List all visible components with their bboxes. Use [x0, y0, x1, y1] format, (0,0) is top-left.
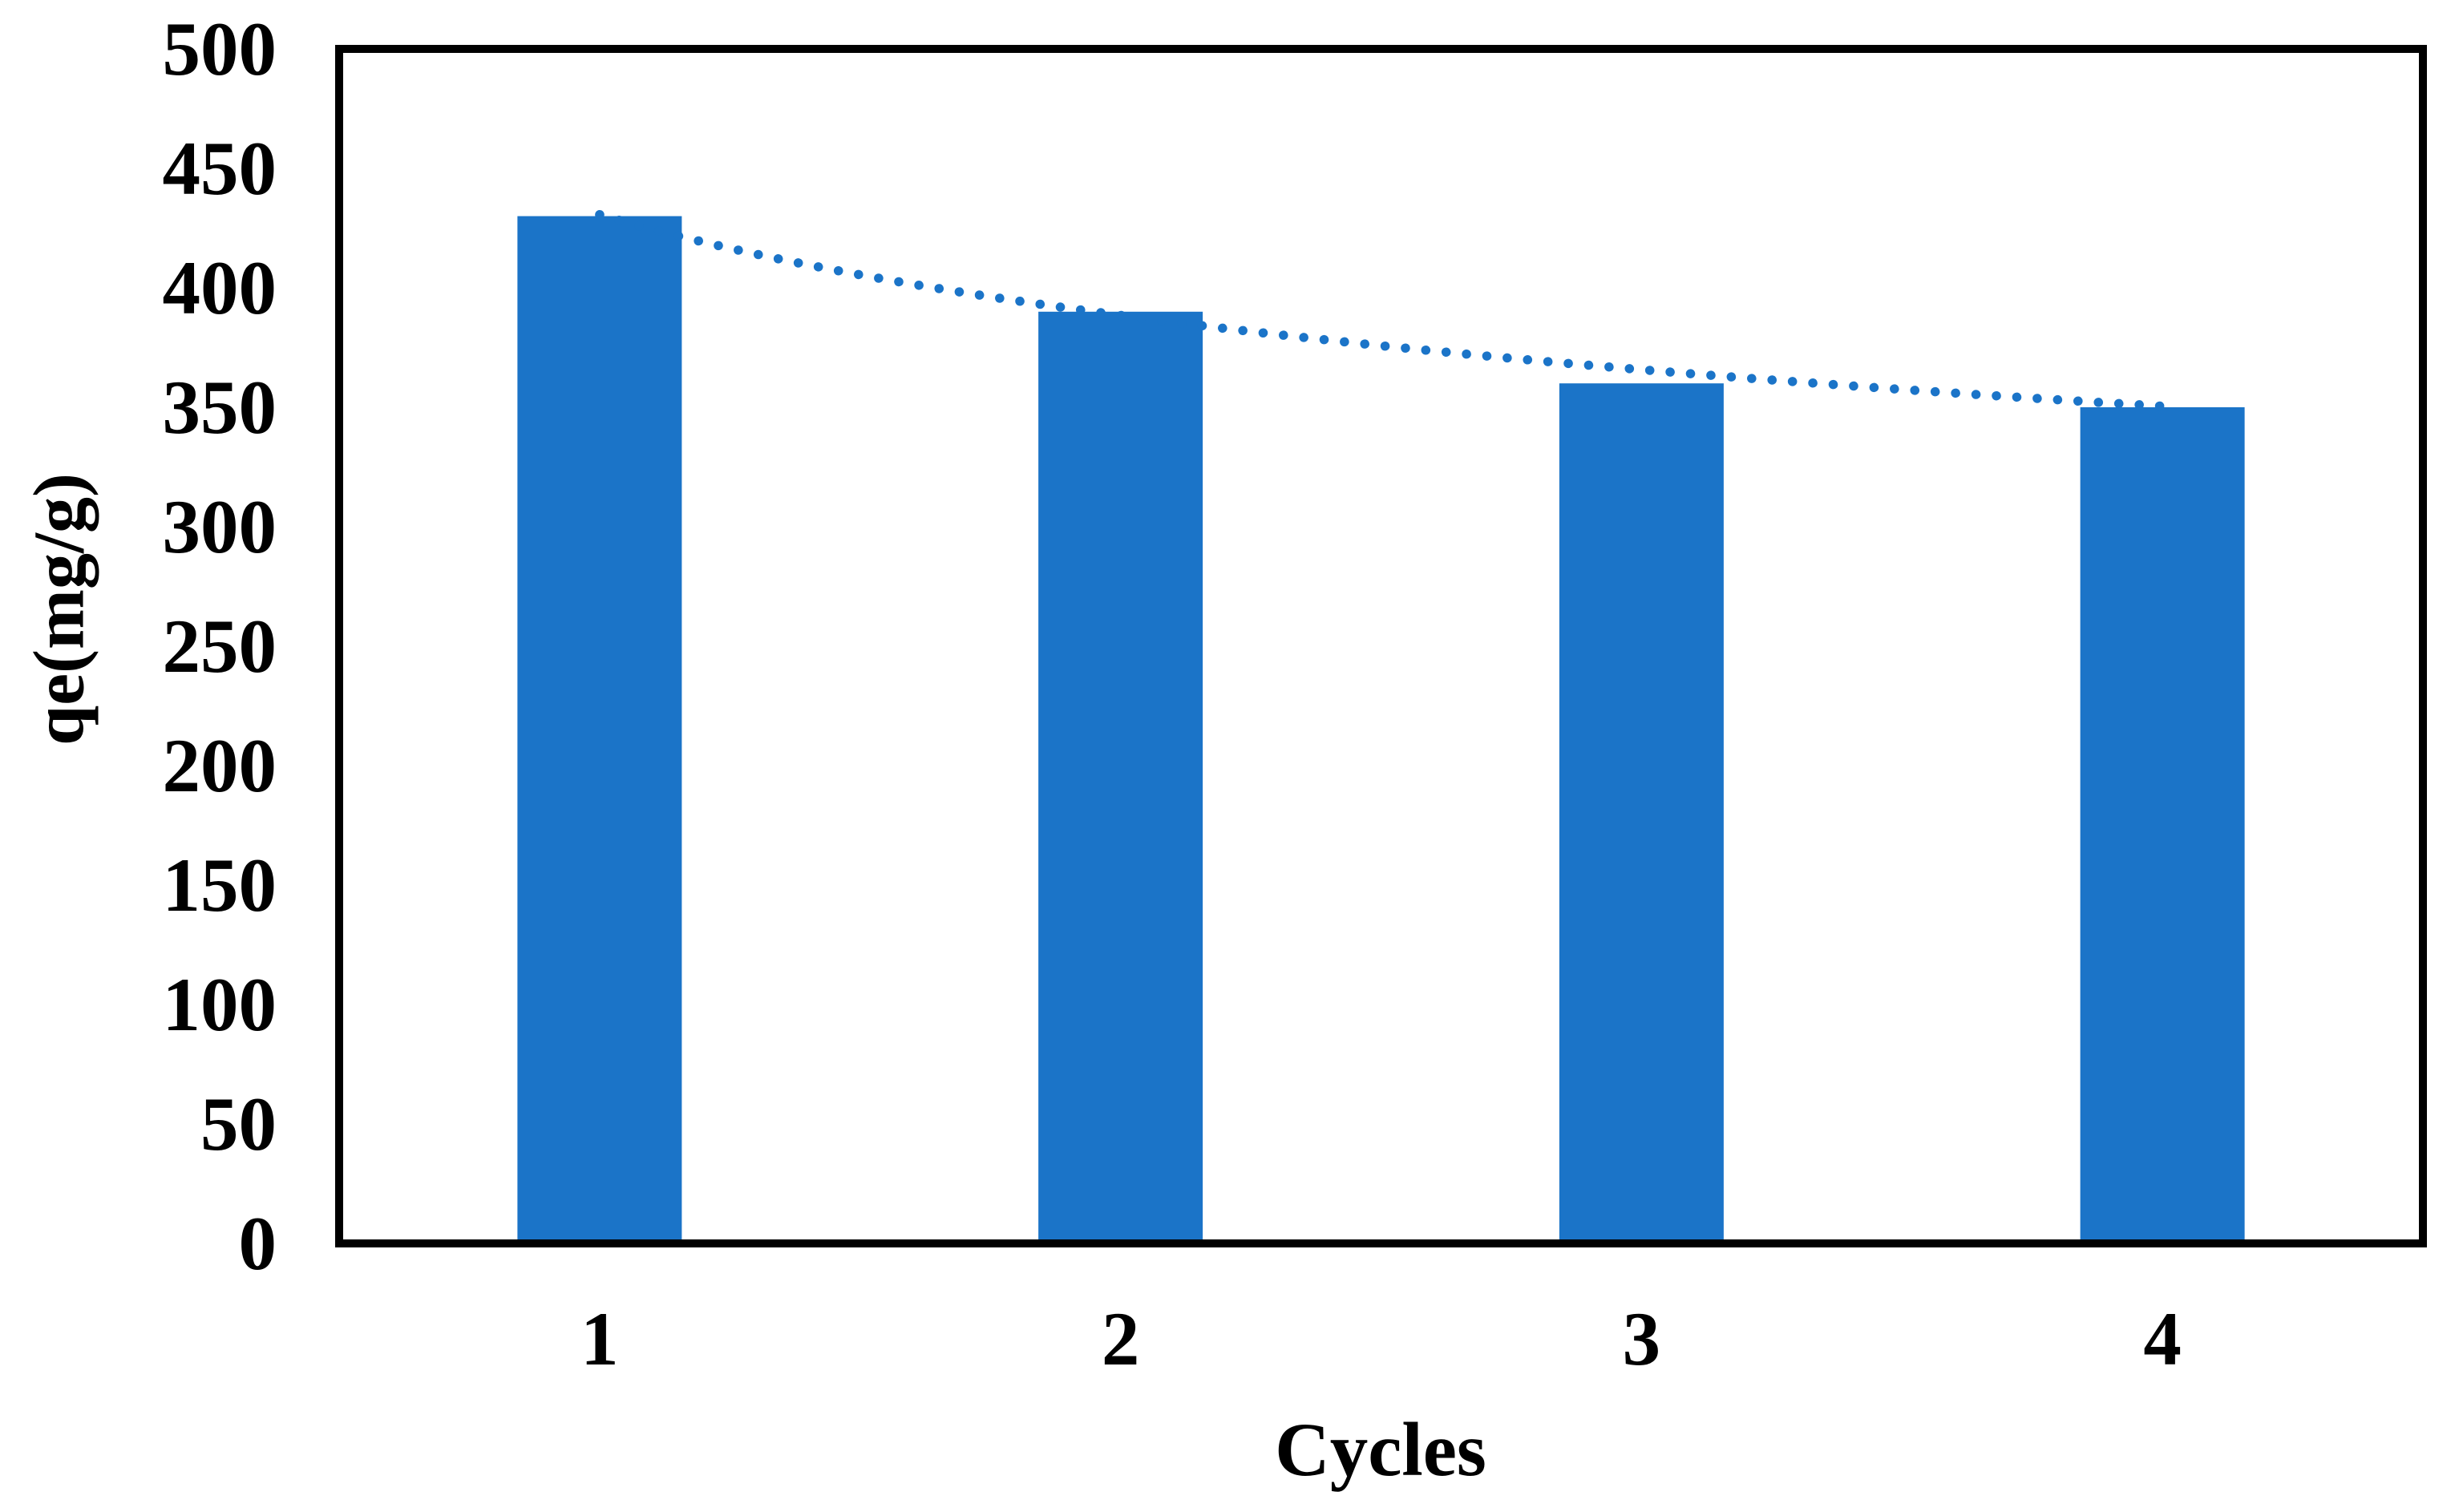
y-tick-label: 0 [239, 1201, 277, 1286]
y-tick-label: 450 [163, 126, 277, 211]
plot-border [335, 45, 2427, 1247]
x-tick-label: 1 [580, 1296, 619, 1381]
y-tick-label: 150 [163, 843, 277, 928]
y-tick-label: 250 [163, 604, 277, 689]
y-tick-label: 100 [163, 962, 277, 1047]
x-tick-label: 3 [1623, 1296, 1661, 1381]
bar [1038, 311, 1203, 1243]
bar [517, 216, 682, 1244]
trendline [595, 210, 2167, 411]
y-tick-label: 400 [163, 245, 277, 330]
y-tick-label: 200 [163, 723, 277, 808]
x-axis-title: Cycles [1275, 1407, 1486, 1492]
x-tick-label: 4 [2143, 1296, 2182, 1381]
bar [2080, 407, 2245, 1243]
y-tick-label: 300 [163, 484, 277, 569]
y-tick-label: 500 [163, 6, 277, 91]
y-tick-label: 350 [163, 365, 277, 450]
trendline-group [595, 210, 2167, 411]
bars-group [517, 216, 2245, 1244]
y-tick-label: 50 [200, 1081, 277, 1166]
x-tick-label: 2 [1102, 1296, 1140, 1381]
bar [1559, 383, 1724, 1244]
y-axis-tick-labels: 0 50 100 150 200 250 300 350 400 450 500 [163, 6, 277, 1286]
y-axis-title: qe(mg/g) [20, 473, 99, 746]
x-axis-tick-labels: 1 2 3 4 [580, 1296, 2182, 1381]
